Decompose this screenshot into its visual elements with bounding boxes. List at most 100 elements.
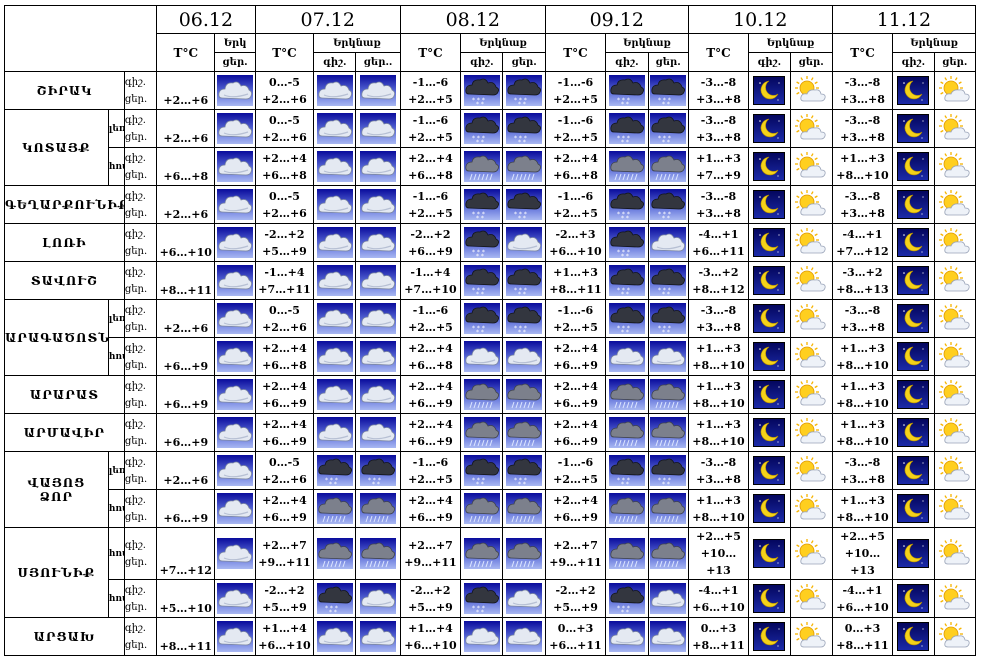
moon-icon xyxy=(897,190,930,219)
svg-text:* * *: * * * xyxy=(617,477,630,484)
temperature-value: +2…+7 +9…+11 xyxy=(254,527,315,580)
snow-cloud-icon: * * * * * xyxy=(506,303,543,334)
cloud-icon xyxy=(316,151,353,182)
rain-cloud-icon xyxy=(506,379,543,410)
subregion-label: լեռ. xyxy=(107,451,125,490)
weather-icon-cell: * * * * * xyxy=(460,579,504,618)
temperature-value: +6…+8 xyxy=(156,147,216,186)
weather-icon-cell: * * * * * xyxy=(647,185,689,224)
weather-icon-cell xyxy=(502,223,546,262)
weather-icon-cell xyxy=(460,147,504,186)
temperature-value: -2…+2 +5…+9 xyxy=(254,223,315,262)
weather-icon-cell xyxy=(502,579,546,618)
weather-icon-cell xyxy=(355,617,401,656)
moon-icon xyxy=(897,418,930,447)
rain-cloud-icon xyxy=(316,538,353,569)
rain-cloud-icon xyxy=(608,151,645,182)
day-label: ցեր. xyxy=(124,511,148,523)
cloud-icon xyxy=(316,113,353,144)
region-name: ՏԱՎՈՒՇ xyxy=(4,261,125,300)
weather-icon-cell xyxy=(789,617,833,656)
region-name: ԱՐՄԱՎԻՐ xyxy=(4,413,125,452)
temperature-value: 0…-5 +2…+6 xyxy=(254,109,315,148)
weather-icon-cell xyxy=(355,413,401,452)
weather-icon-cell xyxy=(605,375,649,414)
svg-text:* *: * * xyxy=(518,101,526,106)
weather-icon-cell xyxy=(892,109,935,148)
weather-icon-cell xyxy=(214,261,256,300)
weather-icon-cell: * * * * * xyxy=(502,109,546,148)
date-header: 10.12 xyxy=(687,5,833,34)
snow-cloud-icon: * * * * * xyxy=(650,265,687,296)
snow-cloud-icon: * * * * * xyxy=(608,265,645,296)
night-day-label: գիշ. ցեր. xyxy=(123,71,158,110)
weather-icon-cell: * * * * * xyxy=(460,185,504,224)
temperature-value: +2…+4 +6…+9 xyxy=(544,375,607,414)
temperature-value: -2…+2 +5…+9 xyxy=(254,579,315,618)
temperature-value: -1…-6 +2…+5 xyxy=(544,109,607,148)
rain-cloud-icon xyxy=(506,417,543,448)
weather-icon-cell: * * * * * xyxy=(605,451,649,490)
weather-icon-cell xyxy=(502,527,546,580)
cloud-icon xyxy=(217,455,254,486)
svg-text:* * *: * * * xyxy=(658,97,671,104)
rain-cloud-icon xyxy=(608,493,645,524)
moon-icon xyxy=(753,228,786,257)
svg-text:* *: * * xyxy=(518,215,526,220)
date-header: 07.12 xyxy=(254,5,401,34)
weather-icon-cell xyxy=(789,223,833,262)
cloud-icon xyxy=(360,417,397,448)
weather-icon-cell: * * * * * xyxy=(605,185,649,224)
day-label: ցեր. xyxy=(124,435,148,447)
weather-icon-cell xyxy=(313,337,357,376)
svg-text:* *: * * xyxy=(621,253,629,258)
svg-text:* * *: * * * xyxy=(325,477,338,484)
moon-icon xyxy=(897,584,930,613)
temperature-value: -4…+1 +6…+11 xyxy=(687,223,750,262)
temperature-value: -3…-8 +3…+8 xyxy=(831,299,894,338)
weather-icon-cell xyxy=(789,451,833,490)
table-row: ԱՐԱԳԱԾՈՏՆլեռ.գիշ.ցեր.+2…+60…-5 +2…+6-1…-… xyxy=(4,299,977,376)
weather-icon-cell xyxy=(748,223,791,262)
cloud-icon xyxy=(217,583,254,614)
weather-icon-cell: * * * * * xyxy=(605,299,649,338)
temperature-value: 0…+3 +8…+11 xyxy=(687,617,750,656)
rain-cloud-icon xyxy=(316,493,353,524)
weather-icon-cell xyxy=(605,147,649,186)
day-header: ցեր. xyxy=(933,52,977,72)
temperature-value: +6…+9 xyxy=(156,375,216,414)
weather-icon-cell xyxy=(313,223,357,262)
region-name: ՇԻՐԱԿ xyxy=(4,71,125,110)
temperature-value: -3…-8 +3…+8 xyxy=(687,451,750,490)
temperature-value: -3…+2 +8…+13 xyxy=(831,261,894,300)
temperature-value: +2…+7 +9…+11 xyxy=(399,527,462,580)
svg-text:* *: * * xyxy=(662,291,670,296)
temperature-value: -4…+1 +6…+10 xyxy=(687,579,750,618)
sun-cloud-icon xyxy=(793,621,830,652)
night-label: գիշ. xyxy=(124,266,146,278)
weather-icon-cell: * * * * * xyxy=(647,261,689,300)
weather-icon-cell xyxy=(933,185,977,224)
temperature-value: +2…+5 +10…+13 xyxy=(831,527,894,580)
temp-header: T°C xyxy=(687,33,750,72)
temperature-value: +2…+4 +6…+9 xyxy=(254,413,315,452)
snow-cloud-icon: * * * * * xyxy=(650,75,687,106)
svg-text:* * *: * * * xyxy=(472,287,485,294)
weather-icon-cell xyxy=(313,527,357,580)
svg-text:* *: * * xyxy=(621,215,629,220)
weather-icon-cell xyxy=(789,299,833,338)
subregion-label: հով xyxy=(107,579,125,618)
temperature-value: +1…+3 +8…+10 xyxy=(687,337,750,376)
snow-cloud-icon: * * * * * xyxy=(463,265,500,296)
cloud-icon xyxy=(506,227,543,258)
weather-header: Երկնաք xyxy=(313,33,401,53)
temperature-value: +2…+6 xyxy=(156,71,216,110)
night-day-label: գիշ. ցեր. xyxy=(123,109,158,148)
cloud-icon xyxy=(316,227,353,258)
sun-cloud-icon xyxy=(793,417,830,448)
rain-cloud-icon xyxy=(650,151,687,182)
region-name: ԼՈՌԻ xyxy=(4,223,125,262)
weather-icon-cell xyxy=(892,413,935,452)
temperature-value: +1…+4 +6…+10 xyxy=(399,617,462,656)
weather-icon-cell xyxy=(933,109,977,148)
